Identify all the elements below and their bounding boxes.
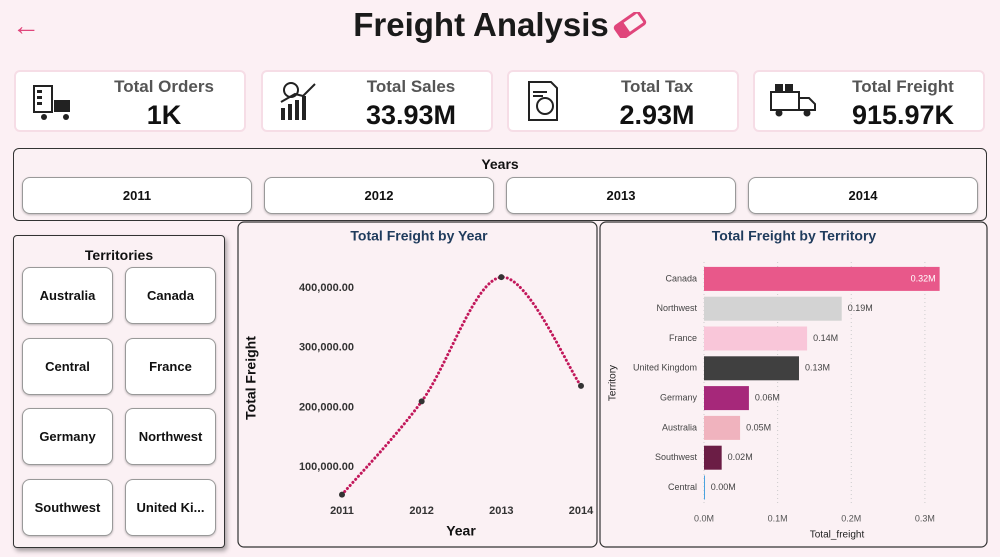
kpi-label: Total Freight bbox=[852, 77, 954, 96]
x-tick-label: 2013 bbox=[489, 505, 513, 517]
kpi-icon bbox=[33, 85, 70, 120]
page-title: Freight Analysis bbox=[300, 6, 700, 44]
y-tick-label: United Kingdom bbox=[633, 363, 697, 373]
year-button[interactable]: 2012 bbox=[264, 177, 494, 214]
y-tick-label: 200,000.00 bbox=[299, 401, 354, 413]
value-label: 0.05M bbox=[746, 422, 771, 432]
territory-button[interactable]: United Ki... bbox=[125, 478, 216, 536]
kpi-value: 915.97K bbox=[851, 100, 955, 130]
bar bbox=[704, 326, 808, 351]
kpi-icon bbox=[280, 82, 316, 120]
x-axis-title: Total_freight bbox=[810, 530, 865, 541]
line-series bbox=[340, 275, 583, 497]
territory-button[interactable]: Germany bbox=[22, 408, 113, 465]
territory-button[interactable]: France bbox=[125, 337, 216, 395]
slicer-title: Years bbox=[481, 156, 519, 172]
value-label: 0.19M bbox=[848, 303, 873, 313]
value-label: 0.02M bbox=[728, 452, 753, 462]
kpi-icon bbox=[770, 84, 816, 117]
x-tick-label: 0.0M bbox=[694, 513, 714, 523]
y-tick-label: France bbox=[669, 333, 697, 343]
territories-slicer: Territories Australia Canada Central France G… bbox=[13, 235, 225, 548]
line-chart-panel bbox=[237, 221, 598, 548]
bar bbox=[704, 266, 940, 291]
chart-title: Total Freight by Year bbox=[350, 228, 488, 244]
territory-button[interactable]: Central bbox=[22, 337, 113, 395]
x-tick-label: 0.1M bbox=[768, 513, 788, 523]
x-tick-label: 2014 bbox=[569, 505, 594, 517]
kpi-label: Total Orders bbox=[114, 77, 214, 96]
kpi-card: Total Tax 2.93M bbox=[507, 70, 739, 132]
y-tick-label: Northwest bbox=[656, 303, 697, 313]
value-label: 0.14M bbox=[813, 333, 838, 343]
kpi-label: Total Tax bbox=[620, 77, 694, 96]
kpi-value: 33.93M bbox=[365, 100, 457, 130]
y-axis-title: Territory bbox=[608, 365, 619, 401]
title-text: Freight Analysis bbox=[353, 6, 609, 43]
x-tick-label: 2011 bbox=[330, 505, 354, 517]
data-point bbox=[418, 398, 425, 405]
y-tick-label: Australia bbox=[662, 422, 697, 432]
x-tick-label: 2012 bbox=[409, 505, 433, 517]
territory-button[interactable]: Southwest bbox=[22, 478, 113, 536]
bar bbox=[704, 445, 722, 470]
territory-button[interactable]: Canada bbox=[125, 267, 216, 324]
kpi-card: Total Sales 33.93M bbox=[261, 70, 493, 132]
bar bbox=[704, 356, 799, 381]
value-label: 0.00M bbox=[711, 482, 736, 492]
slicer-title: Territories bbox=[84, 247, 154, 263]
kpi-card: Total Freight 915.97K bbox=[753, 70, 985, 132]
x-axis-title: Year bbox=[446, 523, 476, 539]
value-label: 0.06M bbox=[755, 392, 780, 402]
data-point bbox=[498, 274, 505, 281]
year-button[interactable]: 2014 bbox=[748, 177, 978, 214]
chart-title: Total Freight by Territory bbox=[712, 228, 877, 244]
bar bbox=[704, 475, 705, 500]
bar bbox=[704, 386, 749, 411]
years-slicer: Years 2011 2012 2013 2014 bbox=[13, 148, 987, 221]
x-tick-label: 0.2M bbox=[841, 513, 861, 523]
y-tick-label: 400,000.00 bbox=[299, 282, 354, 294]
bar-chart-panel bbox=[599, 221, 988, 548]
territory-button[interactable]: Northwest bbox=[125, 408, 216, 465]
y-tick-label: Germany bbox=[660, 392, 698, 402]
y-tick-label: Central bbox=[668, 482, 697, 492]
bar bbox=[704, 415, 741, 440]
y-tick-label: Canada bbox=[665, 273, 697, 283]
year-button[interactable]: 2011 bbox=[22, 177, 252, 214]
year-button[interactable]: 2013 bbox=[506, 177, 736, 214]
kpi-icon bbox=[528, 81, 558, 121]
value-label: 0.32M bbox=[911, 273, 936, 283]
y-tick-label: 300,000.00 bbox=[299, 342, 354, 354]
kpi-label: Total Sales bbox=[366, 77, 456, 96]
value-label: 0.13M bbox=[805, 363, 830, 373]
data-point bbox=[339, 491, 345, 498]
territory-button[interactable]: Australia bbox=[22, 267, 113, 324]
kpi-value: 1K bbox=[146, 100, 182, 130]
eraser-icon bbox=[613, 10, 646, 40]
x-tick-label: 0.3M bbox=[915, 513, 935, 523]
data-point bbox=[578, 382, 584, 389]
kpi-card: Total Orders 1K bbox=[14, 70, 246, 132]
bar bbox=[704, 296, 842, 321]
y-tick-label: 100,000.00 bbox=[299, 461, 354, 473]
back-arrow[interactable]: ← bbox=[12, 10, 40, 41]
y-tick-label: Southwest bbox=[655, 452, 698, 462]
y-axis-title: Total Freight bbox=[243, 336, 259, 420]
kpi-value: 2.93M bbox=[619, 100, 695, 130]
